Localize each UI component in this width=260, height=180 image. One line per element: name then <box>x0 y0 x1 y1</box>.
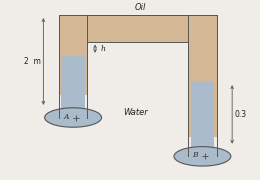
Polygon shape <box>191 135 214 156</box>
Text: h: h <box>100 45 105 53</box>
Ellipse shape <box>45 108 102 127</box>
Polygon shape <box>61 93 85 118</box>
Text: Oil: Oil <box>135 3 146 12</box>
Polygon shape <box>59 15 217 42</box>
Polygon shape <box>85 17 191 40</box>
Text: B: B <box>192 152 197 159</box>
Polygon shape <box>188 15 217 137</box>
Polygon shape <box>61 42 85 56</box>
Text: A: A <box>64 113 69 121</box>
Text: Water: Water <box>123 108 147 117</box>
Text: 2  m: 2 m <box>24 57 41 66</box>
Polygon shape <box>191 42 214 82</box>
Text: 0.3: 0.3 <box>235 110 247 119</box>
Polygon shape <box>61 56 85 94</box>
Polygon shape <box>59 15 87 94</box>
Ellipse shape <box>174 147 231 166</box>
Polygon shape <box>191 82 214 137</box>
